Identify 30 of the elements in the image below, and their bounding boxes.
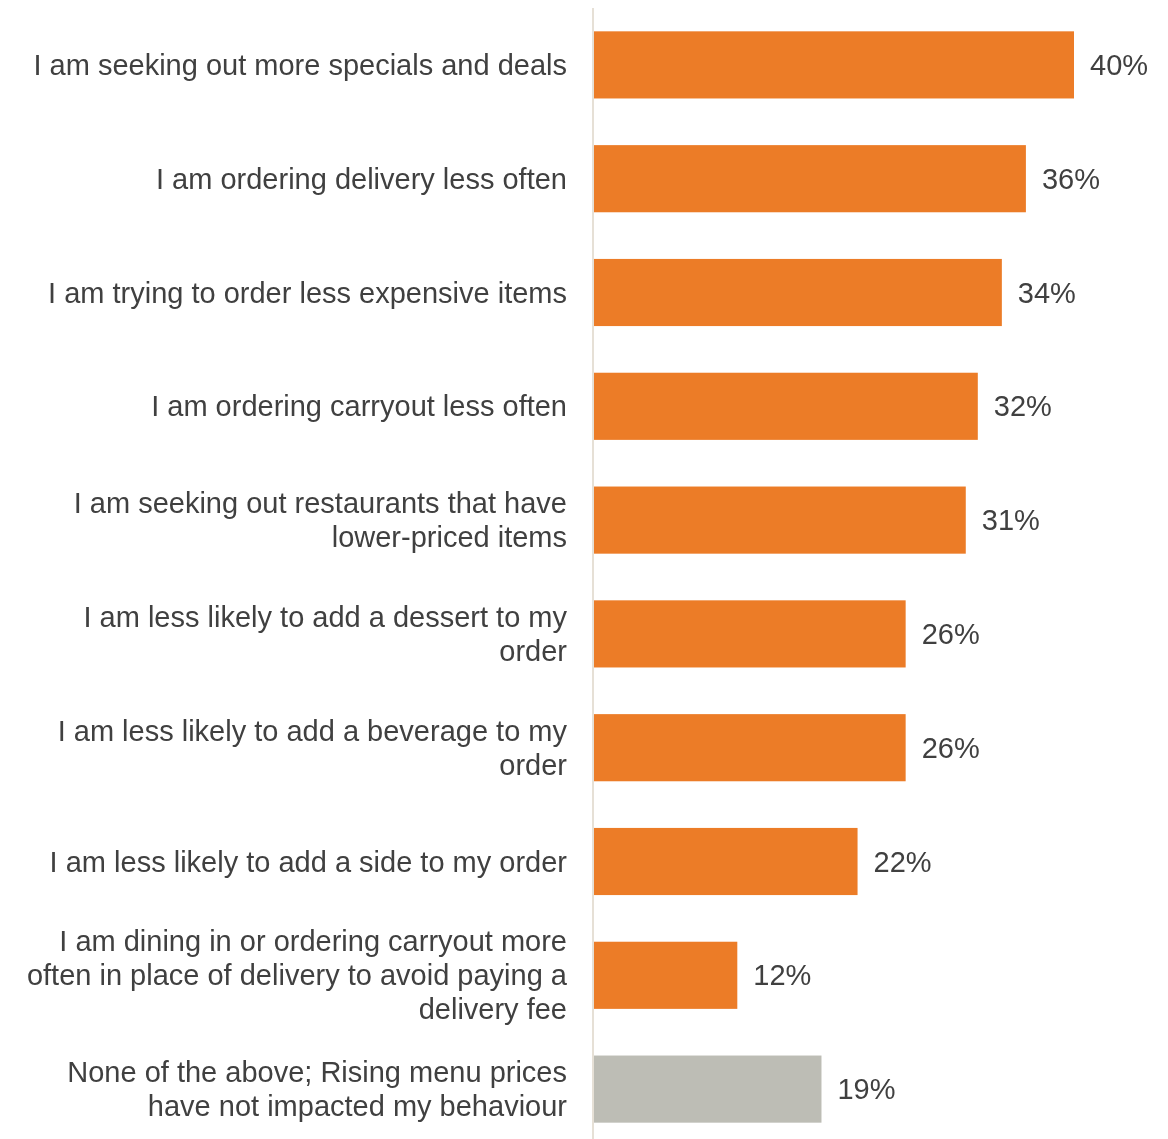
bar (593, 600, 906, 668)
y-tick-label: I am dining in or ordering carryout more often in place of delivery to avoid paying a delivery fee (26, 925, 568, 1026)
y-tick-label: I am ordering carryout less often (151, 390, 567, 423)
data-label: 34% (1017, 276, 1076, 309)
bar (593, 372, 978, 440)
bar (593, 31, 1074, 99)
data-label: 32% (993, 390, 1052, 423)
bar (593, 1055, 822, 1123)
y-tick-label: I am less likely to add a side to my order (49, 845, 568, 878)
y-tick-label: I am less likely to add a dessert to my order (83, 601, 568, 668)
bar (593, 827, 858, 896)
y-tick-label: I am trying to order less expensive items (48, 276, 567, 309)
data-label: 31% (981, 504, 1040, 537)
bar (593, 145, 1026, 213)
y-tick-label: I am seeking out restaurants that have lower-priced items (73, 487, 567, 554)
bar (593, 258, 1002, 327)
y-tick-label: I am seeking out more specials and deals (33, 49, 567, 82)
bar (593, 941, 738, 1009)
data-label: 40% (1090, 49, 1149, 82)
data-label: 26% (921, 731, 980, 764)
bar (593, 486, 966, 554)
y-tick-label: None of the above; Rising menu prices have not impacted my behaviour (67, 1056, 568, 1123)
y-tick-label: I am less likely to add a beverage to my order (57, 714, 568, 781)
data-label: 12% (753, 959, 812, 992)
data-label: 22% (873, 845, 932, 878)
bar (593, 714, 906, 782)
y-tick-label: I am ordering delivery less often (155, 162, 567, 195)
data-label: 19% (837, 1073, 896, 1106)
data-label: 36% (1041, 162, 1100, 195)
data-label: 26% (921, 618, 980, 651)
